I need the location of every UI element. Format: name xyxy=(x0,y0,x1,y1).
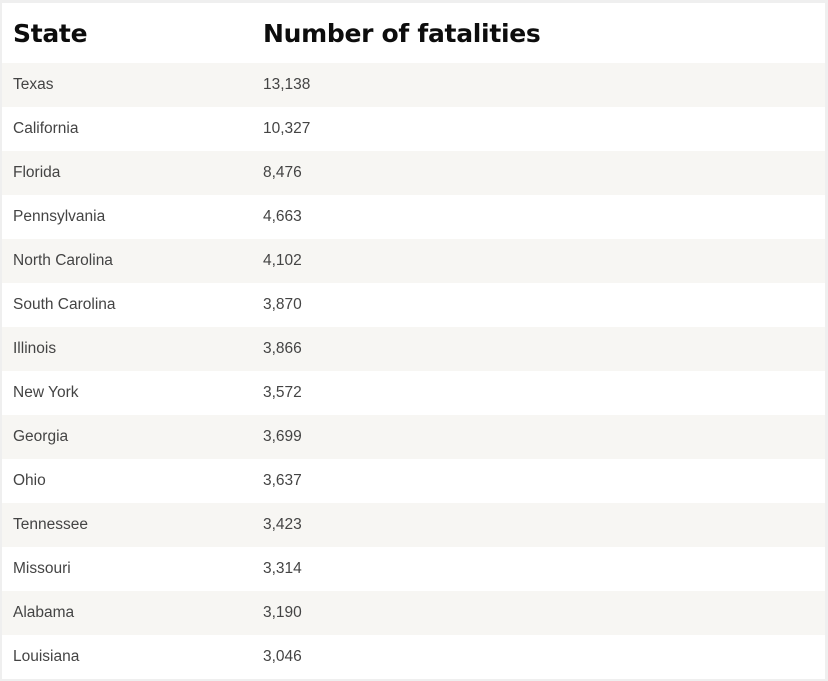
table-row: New York 3,572 xyxy=(2,371,825,415)
table-row: Alabama 3,190 xyxy=(2,591,825,635)
state-cell: Florida xyxy=(2,151,252,195)
state-cell: Illinois xyxy=(2,327,252,371)
state-cell: Pennsylvania xyxy=(2,195,252,239)
table-row: Texas 13,138 xyxy=(2,63,825,107)
fatalities-cell: 3,866 xyxy=(252,327,825,371)
state-cell: New York xyxy=(2,371,252,415)
header-row: State Number of fatalities xyxy=(2,3,825,63)
table-body: Texas 13,138 California 10,327 Florida 8… xyxy=(2,63,825,679)
state-cell: South Carolina xyxy=(2,283,252,327)
state-cell: North Carolina xyxy=(2,239,252,283)
fatalities-table: State Number of fatalities Texas 13,138 … xyxy=(2,3,825,679)
table-row: Tennessee 3,423 xyxy=(2,503,825,547)
fatalities-cell: 8,476 xyxy=(252,151,825,195)
fatalities-cell: 3,046 xyxy=(252,635,825,679)
table-header: State Number of fatalities xyxy=(2,3,825,63)
state-cell: Louisiana xyxy=(2,635,252,679)
table-row: North Carolina 4,102 xyxy=(2,239,825,283)
table-row: South Carolina 3,870 xyxy=(2,283,825,327)
state-cell: Missouri xyxy=(2,547,252,591)
fatalities-table-container: State Number of fatalities Texas 13,138 … xyxy=(2,3,825,679)
table-row: Georgia 3,699 xyxy=(2,415,825,459)
state-cell: Ohio xyxy=(2,459,252,503)
state-cell: California xyxy=(2,107,252,151)
fatalities-cell: 4,663 xyxy=(252,195,825,239)
state-cell: Georgia xyxy=(2,415,252,459)
fatalities-cell: 4,102 xyxy=(252,239,825,283)
state-cell: Alabama xyxy=(2,591,252,635)
table-row: Illinois 3,866 xyxy=(2,327,825,371)
table-row: Louisiana 3,046 xyxy=(2,635,825,679)
fatalities-cell: 13,138 xyxy=(252,63,825,107)
table-row: Pennsylvania 4,663 xyxy=(2,195,825,239)
fatalities-cell: 3,423 xyxy=(252,503,825,547)
fatalities-cell: 3,699 xyxy=(252,415,825,459)
fatalities-cell: 3,314 xyxy=(252,547,825,591)
fatalities-cell: 3,572 xyxy=(252,371,825,415)
fatalities-cell: 3,190 xyxy=(252,591,825,635)
column-header-fatalities: Number of fatalities xyxy=(252,3,825,63)
state-cell: Texas xyxy=(2,63,252,107)
table-row: Missouri 3,314 xyxy=(2,547,825,591)
column-header-state: State xyxy=(2,3,252,63)
table-row: Ohio 3,637 xyxy=(2,459,825,503)
table-row: California 10,327 xyxy=(2,107,825,151)
fatalities-cell: 10,327 xyxy=(252,107,825,151)
table-row: Florida 8,476 xyxy=(2,151,825,195)
fatalities-cell: 3,870 xyxy=(252,283,825,327)
fatalities-cell: 3,637 xyxy=(252,459,825,503)
state-cell: Tennessee xyxy=(2,503,252,547)
